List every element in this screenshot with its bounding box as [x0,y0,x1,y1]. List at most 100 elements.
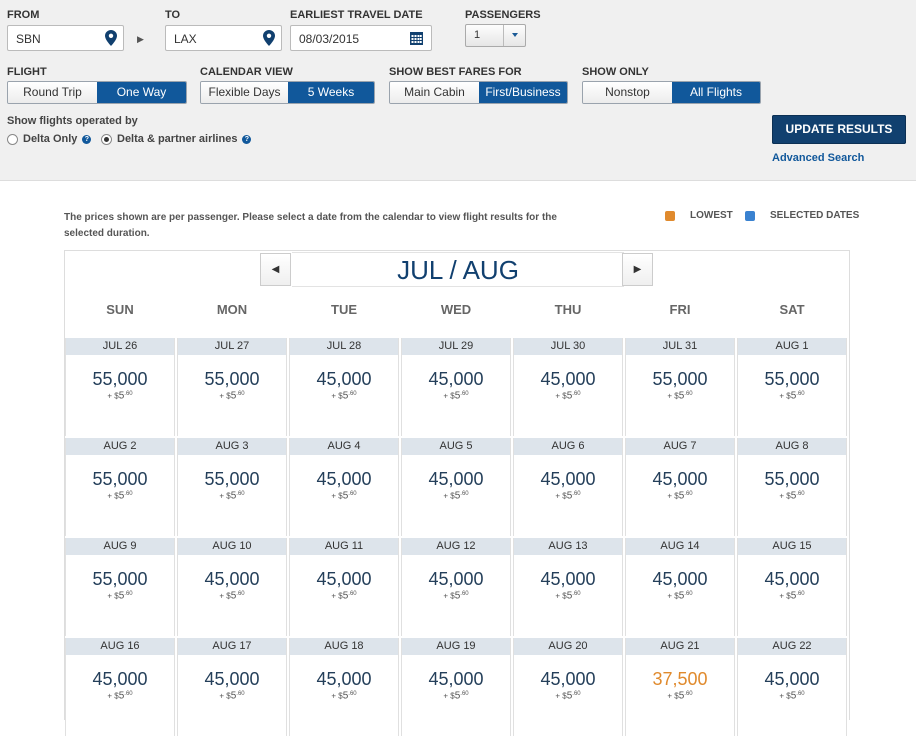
day-tax: + $5.60 [514,490,622,501]
calendar-day-cell[interactable]: AUG 10 45,000 + $5.60 [177,538,287,636]
day-price: 55,000 [652,369,708,389]
tax-prefix: + $ [219,491,231,501]
five-weeks-button[interactable]: 5 Weeks [288,82,374,103]
from-label: FROM [7,9,40,21]
calendar-day-cell[interactable]: AUG 17 45,000 + $5.60 [177,638,287,736]
calendar-day-cell[interactable]: AUG 6 45,000 + $5.60 [513,438,623,536]
help-icon[interactable]: ? [242,134,252,144]
calendar-day-cell[interactable]: AUG 4 45,000 + $5.60 [289,438,399,536]
date-field[interactable]: 08/03/2015 [290,25,432,51]
tax-cents: .60 [460,591,469,597]
day-tax: + $5.60 [178,390,286,401]
day-date: AUG 15 [738,538,846,555]
all-flights-button[interactable]: All Flights [672,82,760,103]
weekday-label: SUN [106,302,134,317]
calendar-day-cell[interactable]: AUG 13 45,000 + $5.60 [513,538,623,636]
day-tax: + $5.60 [290,390,398,401]
from-field[interactable]: SBN [7,25,124,51]
calendar-day-cell[interactable]: AUG 9 55,000 + $5.60 [65,538,175,636]
one-way-button[interactable]: One Way [97,82,186,103]
delta-only-radio[interactable]: Delta Only ? [7,133,92,145]
tax-prefix: + $ [667,691,679,701]
calendar-day-cell[interactable]: AUG 2 55,000 + $5.60 [65,438,175,536]
show-only-label: SHOW ONLY [582,66,649,78]
day-price: 55,000 [92,569,148,589]
next-month-button[interactable]: ▶ [622,253,653,286]
calendar-icon[interactable] [410,32,423,45]
day-date: JUL 27 [178,338,286,355]
main-cabin-button[interactable]: Main Cabin [390,82,479,103]
help-icon[interactable]: ? [82,134,92,144]
calendar-day-cell[interactable]: AUG 21 37,500 + $5.60 [625,638,735,736]
tax-cents: .60 [796,691,805,697]
calendar-day-cell[interactable]: JUL 30 45,000 + $5.60 [513,338,623,436]
day-price: 45,000 [764,669,820,689]
radio-button-selected[interactable] [101,133,112,145]
first-business-button[interactable]: First/Business [479,82,567,103]
tax-prefix: + $ [779,691,791,701]
calendar-day-cell[interactable]: AUG 14 45,000 + $5.60 [625,538,735,636]
calendar-day-cell[interactable]: AUG 22 45,000 + $5.60 [737,638,847,736]
to-field[interactable]: LAX [165,25,282,51]
calendar-day-cell[interactable]: JUL 26 55,000 + $5.60 [65,338,175,436]
tax-cents: .60 [572,391,581,397]
radio-button[interactable] [7,133,18,145]
update-results-button[interactable]: UPDATE RESULTS [772,115,906,144]
calendar-day-cell[interactable]: JUL 27 55,000 + $5.60 [177,338,287,436]
passengers-value: 1 [474,29,481,41]
tax-prefix: + $ [779,391,791,401]
calendar-day-cell[interactable]: JUL 31 55,000 + $5.60 [625,338,735,436]
location-pin-icon [105,30,117,46]
day-date: JUL 30 [514,338,622,355]
lowest-swatch [665,210,675,221]
calendar-day-cell[interactable]: AUG 15 45,000 + $5.60 [737,538,847,636]
passengers-select[interactable]: 1 [465,24,526,47]
calendar-day-cell[interactable]: AUG 19 45,000 + $5.60 [401,638,511,736]
day-date: AUG 4 [290,438,398,455]
calendar-day-cell[interactable]: AUG 5 45,000 + $5.60 [401,438,511,536]
day-date: AUG 12 [402,538,510,555]
tax-amount: 5 [118,590,125,602]
prev-month-button[interactable]: ◀ [260,253,291,286]
calendar-day-cell[interactable]: AUG 3 55,000 + $5.60 [177,438,287,536]
calendar-day-cell[interactable]: AUG 18 45,000 + $5.60 [289,638,399,736]
day-tax: + $5.60 [626,590,734,601]
day-tax: + $5.60 [738,490,846,501]
tax-cents: .60 [684,391,693,397]
day-price: 45,000 [540,369,596,389]
day-tax: + $5.60 [66,390,174,401]
tax-prefix: + $ [219,391,231,401]
day-date: AUG 13 [514,538,622,555]
tax-amount: 5 [230,590,237,602]
day-tax: + $5.60 [514,390,622,401]
calendar-day-cell[interactable]: JUL 29 45,000 + $5.60 [401,338,511,436]
tax-prefix: + $ [331,591,343,601]
day-price: 37,500 [652,669,708,689]
operated-by-label: Show flights operated by [7,115,138,127]
day-tax: + $5.60 [178,490,286,501]
day-price: 45,000 [204,569,260,589]
calendar-day-cell[interactable]: AUG 20 45,000 + $5.60 [513,638,623,736]
round-trip-button[interactable]: Round Trip [8,82,97,103]
delta-partner-radio[interactable]: Delta & partner airlines ? [101,133,252,145]
tax-prefix: + $ [107,491,119,501]
calendar-day-cell[interactable]: AUG 7 45,000 + $5.60 [625,438,735,536]
day-tax: + $5.60 [626,690,734,701]
calendar-day-cell[interactable]: AUG 12 45,000 + $5.60 [401,538,511,636]
day-tax: + $5.60 [626,390,734,401]
day-date: AUG 6 [514,438,622,455]
to-label: TO [165,9,181,21]
advanced-search-link[interactable]: Advanced Search [772,152,865,164]
day-price: 45,000 [764,569,820,589]
nonstop-button[interactable]: Nonstop [583,82,672,103]
calendar-day-cell[interactable]: JUL 28 45,000 + $5.60 [289,338,399,436]
chevron-down-icon [503,25,525,46]
calendar-day-cell[interactable]: AUG 1 55,000 + $5.60 [737,338,847,436]
day-price: 55,000 [204,469,260,489]
calendar-day-cell[interactable]: AUG 8 55,000 + $5.60 [737,438,847,536]
flexible-days-button[interactable]: Flexible Days [201,82,288,103]
day-date: JUL 31 [626,338,734,355]
weekday-label: MON [216,302,248,317]
calendar-day-cell[interactable]: AUG 11 45,000 + $5.60 [289,538,399,636]
calendar-day-cell[interactable]: AUG 16 45,000 + $5.60 [65,638,175,736]
